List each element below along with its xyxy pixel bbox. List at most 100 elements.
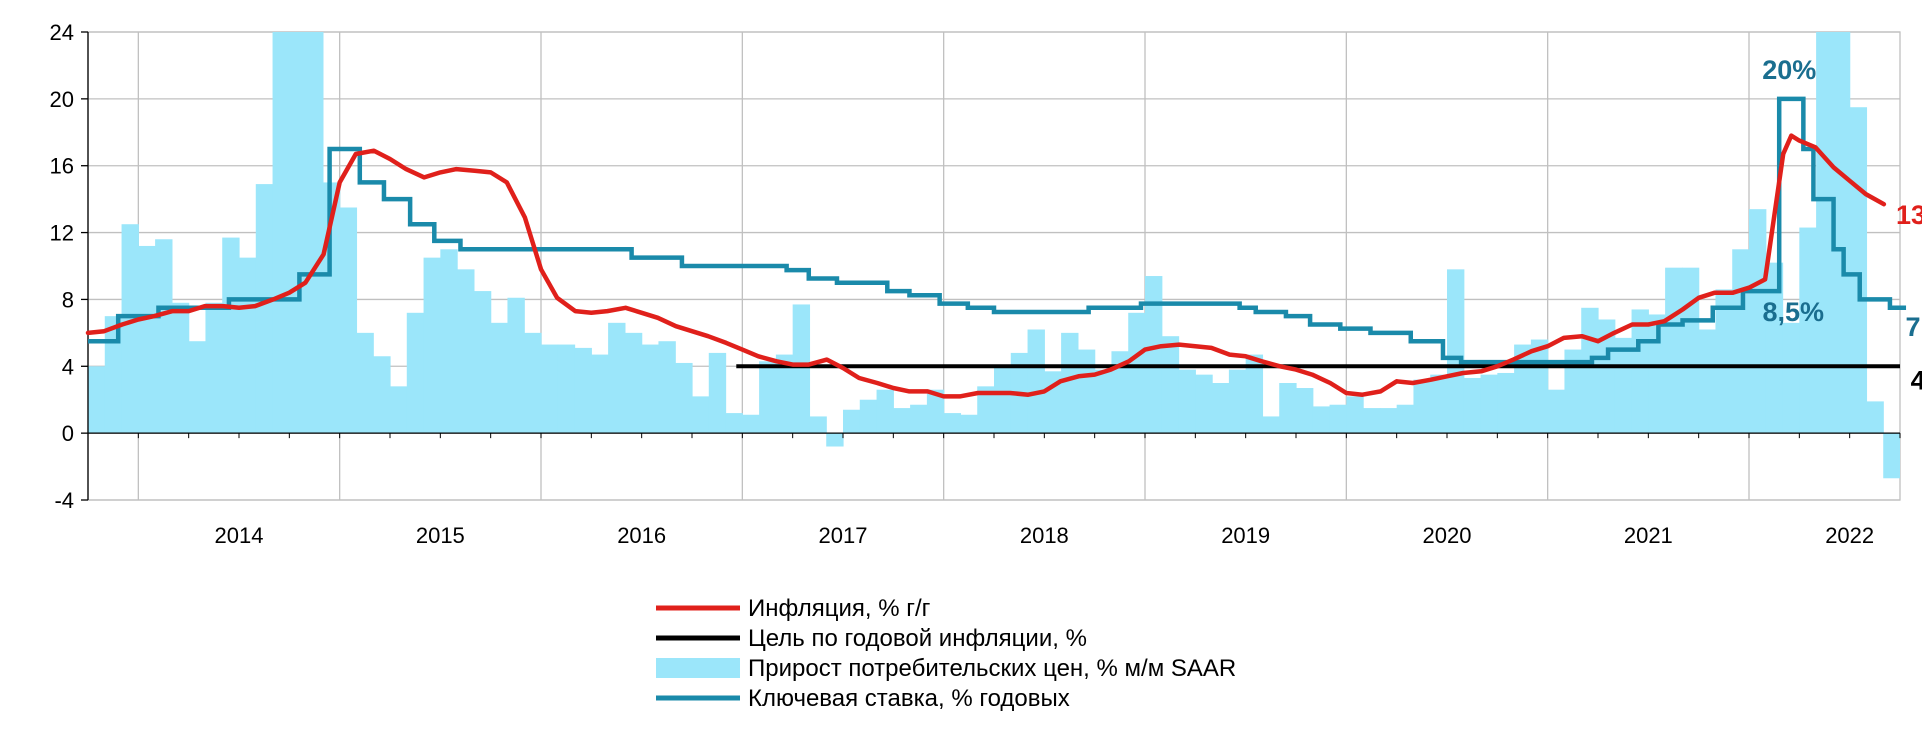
x-tick-label: 2015 — [416, 523, 465, 548]
cpi-mm-bar — [138, 245, 156, 434]
series-lines — [85, 96, 1907, 399]
cpi-mm-bar — [842, 409, 861, 434]
cpi-mm-bar — [826, 433, 844, 447]
cpi-mm-bar — [1295, 388, 1314, 434]
cpi-mm-bar — [658, 341, 676, 434]
cpi-mm-bar — [373, 356, 391, 434]
cpi-mm-bar-group — [88, 32, 1922, 484]
cpi-mm-bar — [1379, 408, 1398, 434]
cpi-mm-bar — [205, 302, 223, 434]
cpi-mm-bars — [88, 32, 1922, 484]
cpi-mm-bar — [943, 413, 962, 434]
cpi-mm-bar — [524, 332, 542, 434]
legend: Инфляция, % г/г Цель по годовой инфляции,… — [656, 595, 1236, 712]
cpi-mm-bar — [490, 322, 509, 434]
cpi-mm-bar — [272, 32, 290, 434]
cpi-mm-bar — [155, 239, 173, 434]
cpi-mm-bar — [993, 366, 1012, 434]
cpi-mm-bar — [1530, 339, 1549, 434]
cpi-mm-bar — [1446, 269, 1465, 434]
x-tick-label: 2022 — [1825, 523, 1874, 548]
cpi-mm-bar — [1648, 314, 1666, 434]
cpi-mm-bar — [289, 32, 307, 434]
cpi-mm-bar — [255, 184, 274, 434]
cpi-mm-bar — [1497, 372, 1515, 434]
cpi-mm-bar — [1279, 383, 1297, 434]
cpi-mm-bar — [926, 389, 945, 434]
annotation-label: 13,7% — [1896, 200, 1922, 230]
cpi-mm-bar — [1832, 32, 1851, 434]
x-tick-label: 2017 — [819, 523, 868, 548]
cpi-mm-bar — [1061, 332, 1079, 434]
cpi-mm-bar — [1799, 227, 1817, 434]
inflation-line — [85, 133, 1887, 399]
annotations: 20% 13,7% 8,5% 7,5% 4% — [1762, 55, 1922, 396]
cpi-mm-bar — [977, 386, 995, 434]
cpi-mm-bar — [1245, 354, 1264, 434]
cpi-mm-bar — [641, 344, 660, 434]
cpi-mm-bar — [691, 396, 710, 434]
cpi-mm-bar — [238, 257, 257, 434]
cpi-mm-bar — [1329, 404, 1347, 434]
cpi-mm-bar — [1698, 329, 1717, 434]
cpi-mm-bar — [188, 341, 207, 434]
cpi-mm-bar — [775, 354, 794, 434]
cpi-mm-bar — [339, 207, 358, 434]
cpi-mm-bar — [759, 361, 777, 434]
cpi-mm-bar — [1765, 262, 1784, 434]
cpi-mm-bar — [1732, 249, 1750, 434]
cpi-mm-bar — [457, 269, 475, 434]
cpi-mm-bar — [557, 344, 576, 434]
cpi-mm-bar — [624, 332, 643, 434]
annotation-label: 4% — [1911, 366, 1922, 396]
cpi-mm-bar — [88, 366, 106, 434]
cpi-mm-bar — [406, 312, 425, 434]
cpi-mm-bar — [1614, 337, 1633, 434]
y-tick-label: 4 — [62, 354, 74, 379]
cpi-mm-bar — [1094, 369, 1113, 434]
cpi-mm-bar — [1899, 433, 1900, 484]
legend-label-cpi_mm: Прирост потребительских цен, % м/м SAAR — [748, 655, 1236, 682]
x-tick-label: 2018 — [1020, 523, 1069, 548]
y-tick-label: 8 — [62, 287, 74, 312]
cpi-mm-bar — [893, 408, 911, 434]
cpi-mm-bar — [1631, 309, 1649, 434]
cpi-mm-bar — [1228, 369, 1247, 434]
legend-label-key_rate: Ключевая ставка, % годовых — [748, 685, 1070, 712]
cpi-mm-bar — [1917, 433, 1922, 443]
cpi-mm-bar — [1782, 322, 1800, 434]
key-rate-line — [88, 96, 1907, 365]
cpi-mm-bar — [507, 297, 525, 434]
cpi-mm-bar — [1161, 336, 1180, 434]
legend-swatch-cpi-mm — [656, 658, 740, 678]
cpi-mm-bar — [1262, 416, 1280, 434]
cpi-mm-bar — [910, 404, 928, 434]
cpi-mm-bar — [725, 413, 743, 434]
cpi-mm-bar — [1480, 374, 1498, 434]
x-tick-label: 2014 — [215, 523, 264, 548]
x-tick-label: 2020 — [1423, 523, 1472, 548]
cpi-mm-bar — [171, 302, 190, 434]
cpi-mm-bar — [1564, 349, 1582, 434]
cpi-mm-bar — [1195, 374, 1213, 434]
cpi-mm-bar — [809, 416, 827, 434]
cpi-mm-bar — [608, 322, 626, 434]
cpi-mm-bar — [222, 237, 240, 434]
cpi-mm-bar — [1396, 404, 1415, 434]
cpi-mm-bar — [440, 249, 458, 434]
legend-label-inflation: Инфляция, % г/г — [748, 595, 931, 622]
y-tick-label: -4 — [54, 488, 74, 513]
cpi-mm-bar — [1128, 312, 1146, 434]
legend-label-target: Цель по годовой инфляции, % — [748, 625, 1087, 652]
cpi-mm-bar — [356, 332, 374, 434]
cpi-mm-bar — [473, 291, 492, 434]
cpi-mm-bar — [1346, 396, 1364, 434]
cpi-mm-bar — [708, 352, 727, 434]
annotation-label: 8,5% — [1763, 297, 1825, 327]
cpi-mm-bar — [121, 224, 139, 434]
axes: -4 0 4 8 12 16 20 24 2014 2015 2016 2017 2018 2019 202… — [50, 20, 1901, 548]
cpi-mm-bar — [104, 316, 123, 434]
x-tick-label: 2016 — [617, 523, 666, 548]
cpi-mm-bar — [792, 304, 811, 434]
